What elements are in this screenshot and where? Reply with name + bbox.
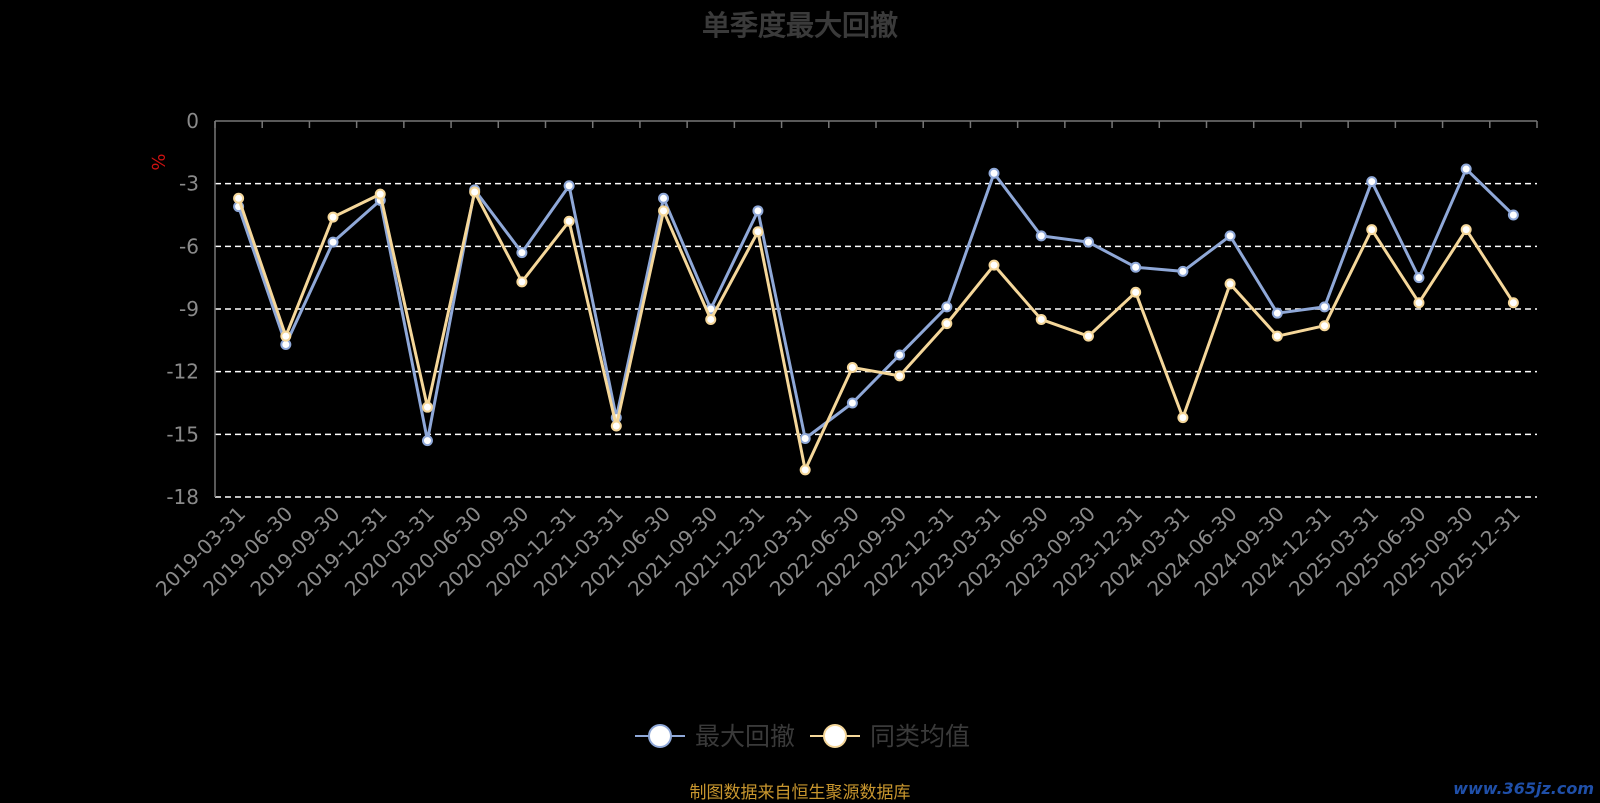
- data-point: [1130, 261, 1142, 273]
- data-point: [894, 349, 906, 361]
- data-point: [233, 192, 245, 204]
- site-watermark: www.365jz.com: [1453, 779, 1594, 798]
- data-point: [1366, 224, 1378, 236]
- data-point: [516, 247, 528, 259]
- data-point: [1413, 297, 1425, 309]
- data-point: [1082, 330, 1094, 342]
- data-point: [1366, 176, 1378, 188]
- data-point: [1177, 412, 1189, 424]
- data-point: [1130, 286, 1142, 298]
- y-tick-label: -12: [166, 360, 199, 384]
- data-point: [658, 192, 670, 204]
- data-point: [421, 401, 433, 413]
- data-point: [421, 435, 433, 447]
- data-point: [988, 167, 1000, 179]
- y-tick-label: -18: [166, 485, 199, 509]
- data-point: [1271, 330, 1283, 342]
- series-line: [237, 190, 1515, 472]
- data-point: [846, 397, 858, 409]
- data-point: [1460, 163, 1472, 175]
- y-tick-label: -9: [179, 297, 199, 321]
- data-point: [752, 205, 764, 217]
- data-point: [327, 211, 339, 223]
- data-point: [1507, 297, 1519, 309]
- data-point: [705, 313, 717, 325]
- y-tick-label: -3: [179, 172, 199, 196]
- data-point: [563, 180, 575, 192]
- legend-label: 最大回撤: [695, 722, 795, 751]
- data-point: [799, 433, 811, 445]
- data-point: [610, 420, 622, 432]
- data-point: [280, 330, 292, 342]
- series-2: [233, 186, 1519, 476]
- y-axis-label: %: [147, 153, 168, 170]
- data-point: [1035, 313, 1047, 325]
- y-tick-label: -6: [179, 234, 199, 258]
- data-point: [1319, 320, 1331, 332]
- legend-marker: [823, 724, 847, 748]
- data-point: [941, 318, 953, 330]
- data-point: [894, 370, 906, 382]
- data-point: [563, 215, 575, 227]
- data-point: [1271, 307, 1283, 319]
- data-point: [1507, 209, 1519, 221]
- data-point: [988, 259, 1000, 271]
- data-point: [1460, 224, 1472, 236]
- legend-item: 同类均值: [810, 722, 970, 751]
- data-point: [1177, 265, 1189, 277]
- data-point: [658, 205, 670, 217]
- series-line: [237, 167, 1515, 443]
- data-point: [1035, 230, 1047, 242]
- data-point: [469, 186, 481, 198]
- data-point: [752, 226, 764, 238]
- data-point: [1224, 230, 1236, 242]
- data-point: [374, 188, 386, 200]
- legend-label: 同类均值: [870, 722, 970, 751]
- data-point: [1319, 301, 1331, 313]
- y-tick-label: 0: [186, 109, 199, 133]
- data-point: [1413, 272, 1425, 284]
- data-source-note: 制图数据来自恒生聚源数据库: [689, 783, 911, 803]
- data-point: [846, 361, 858, 373]
- y-tick-label: -15: [166, 422, 199, 446]
- data-point: [1082, 236, 1094, 248]
- data-point: [327, 236, 339, 248]
- data-point: [799, 464, 811, 476]
- data-point: [516, 276, 528, 288]
- data-point: [1224, 278, 1236, 290]
- data-point: [941, 301, 953, 313]
- chart-title: 单季度最大回撤: [701, 9, 898, 42]
- legend-marker: [648, 724, 672, 748]
- legend-item: 最大回撤: [635, 722, 795, 751]
